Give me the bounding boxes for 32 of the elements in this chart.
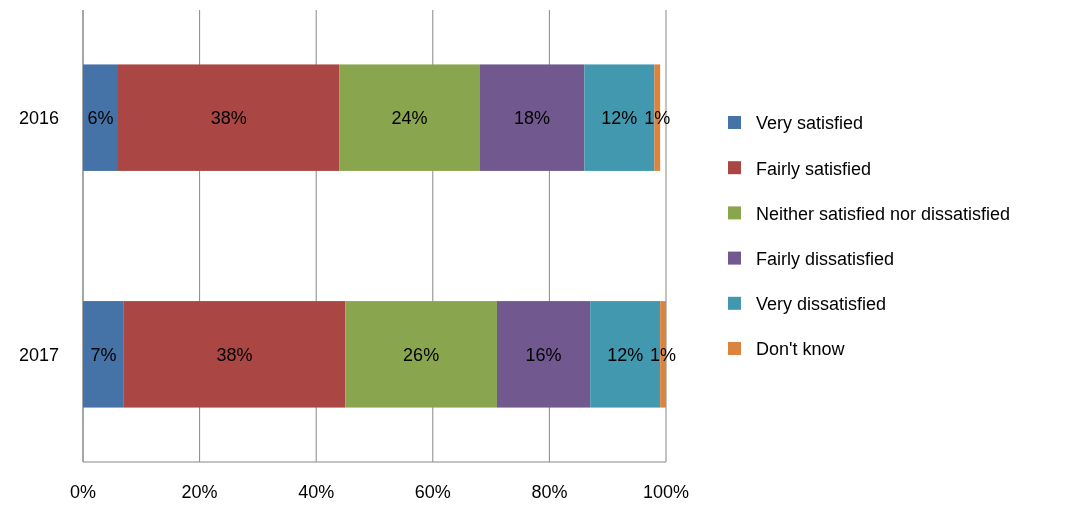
x-tick-label: 0% bbox=[69, 482, 97, 502]
legend-label: Don't know bbox=[756, 339, 846, 360]
legend-label: Very satisfied bbox=[756, 113, 864, 134]
bar bbox=[339, 64, 480, 171]
data-label: 7% bbox=[90, 344, 117, 365]
bar bbox=[496, 301, 591, 408]
bar bbox=[479, 64, 585, 171]
bar bbox=[83, 301, 124, 408]
data-label: 16% bbox=[525, 344, 562, 365]
bar bbox=[123, 301, 346, 408]
legend-label: Fairly satisfied bbox=[756, 158, 872, 179]
legend-label: Neither satisfied nor dissatisfied bbox=[756, 203, 1011, 224]
data-label: 18% bbox=[513, 107, 550, 128]
data-label: 12% bbox=[601, 107, 638, 128]
bar bbox=[83, 64, 118, 171]
y-tick-label: 2016 bbox=[18, 107, 59, 128]
data-label: 24% bbox=[391, 107, 428, 128]
data-label: 12% bbox=[607, 344, 644, 365]
x-tick-label: 80% bbox=[531, 482, 568, 502]
x-tick-label: 20% bbox=[181, 482, 218, 502]
data-label: 38% bbox=[210, 107, 247, 128]
bar bbox=[117, 64, 340, 171]
data-label: 38% bbox=[216, 344, 253, 365]
data-label: 6% bbox=[87, 107, 114, 128]
x-tick-label: 40% bbox=[298, 482, 335, 502]
bar bbox=[345, 301, 497, 408]
x-tick-label: 100% bbox=[642, 482, 690, 502]
data-label: 26% bbox=[403, 344, 440, 365]
legend-label: Very dissatisfied bbox=[756, 294, 887, 315]
y-tick-label: 2017 bbox=[18, 344, 59, 365]
legend-label: Fairly dissatisfied bbox=[756, 248, 895, 269]
x-tick-label: 60% bbox=[414, 482, 451, 502]
